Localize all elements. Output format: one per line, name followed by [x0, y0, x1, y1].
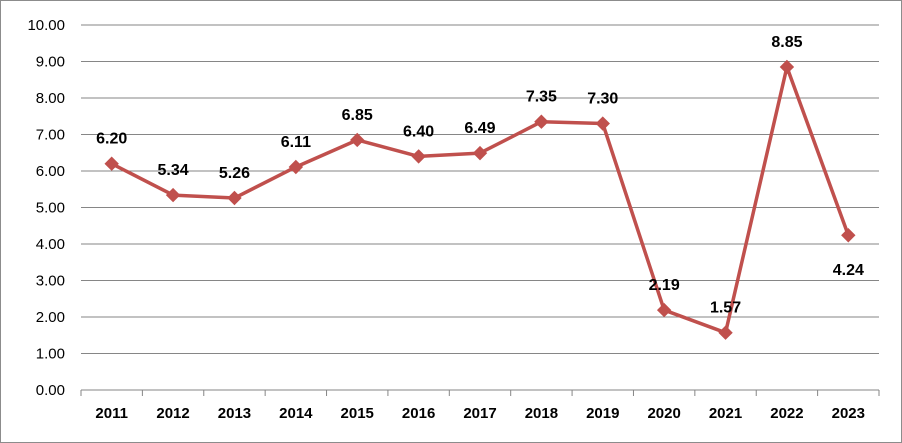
y-tick-label: 8.00 [36, 90, 65, 107]
data-label: 5.26 [219, 165, 250, 182]
data-label: 6.11 [281, 134, 311, 151]
data-label: 6.85 [342, 107, 373, 124]
gridlines [81, 24, 879, 354]
data-label: 7.30 [587, 91, 618, 108]
y-axis-tick-labels: 0.00 1.00 2.00 3.00 4.00 5.00 6.00 7.00 8.00 9.00… [27, 17, 65, 399]
markers-layer [104, 59, 856, 340]
x-tick-label: 2020 [647, 405, 680, 422]
y-tick-label: 4.00 [36, 236, 65, 253]
x-tick-label: 2016 [402, 405, 435, 422]
data-point-marker [718, 325, 733, 340]
axes [80, 389, 880, 396]
data-point-marker [350, 132, 365, 148]
data-point-marker [841, 228, 856, 243]
y-tick-label: 9.00 [36, 54, 65, 71]
data-point-marker [104, 156, 119, 171]
data-label: 6.40 [403, 123, 434, 140]
data-point-marker [656, 302, 672, 318]
x-tick-label: 2015 [341, 405, 374, 422]
data-label: 6.20 [96, 131, 127, 148]
data-label: 7.35 [526, 89, 557, 106]
x-tick-label: 2017 [463, 405, 496, 422]
y-tick-label: 2.00 [36, 309, 65, 326]
x-tick-label: 2022 [770, 405, 803, 422]
data-point-marker [595, 116, 610, 131]
data-label: 8.85 [771, 34, 802, 51]
y-tick-label: 0.00 [36, 382, 65, 399]
x-tick-label: 2011 [95, 405, 128, 422]
data-label: 4.24 [833, 262, 864, 279]
x-tick-label: 2012 [156, 405, 189, 422]
y-tick-label: 3.00 [36, 273, 65, 290]
x-tick-label: 2018 [525, 405, 558, 422]
data-point-marker [165, 187, 181, 203]
x-tick-label: 2014 [279, 405, 313, 422]
data-point-marker [534, 114, 549, 129]
y-tick-label: 5.00 [36, 200, 65, 217]
y-tick-label: 1.00 [36, 346, 65, 363]
data-point-marker [411, 149, 426, 164]
x-axis-tick-labels: 2011 2012 2013 2014 2015 2016 2017 2018 2019 2020… [95, 405, 865, 422]
y-tick-label: 10.00 [27, 17, 65, 34]
x-tick-label: 2019 [586, 405, 619, 422]
data-point-marker [288, 159, 304, 175]
data-label: 5.34 [158, 162, 189, 179]
x-tick-label: 2023 [832, 405, 865, 422]
series-line [110, 65, 850, 335]
x-tick-label: 2013 [218, 405, 251, 422]
data-label: 6.49 [464, 120, 495, 137]
x-tick-label: 2021 [709, 405, 742, 422]
data-point-marker [227, 190, 242, 206]
data-point-marker [779, 59, 795, 75]
data-labels-layer: 6.20 5.34 5.26 6.11 6.85 6.40 6.49 7.35 7.30 2.19… [96, 34, 864, 317]
data-point-marker [472, 145, 488, 161]
data-label: 1.57 [710, 300, 741, 317]
data-label: 2.19 [649, 277, 680, 294]
y-tick-label: 6.00 [36, 163, 65, 180]
series-line-layer [110, 65, 850, 335]
y-tick-label: 7.00 [36, 127, 65, 144]
